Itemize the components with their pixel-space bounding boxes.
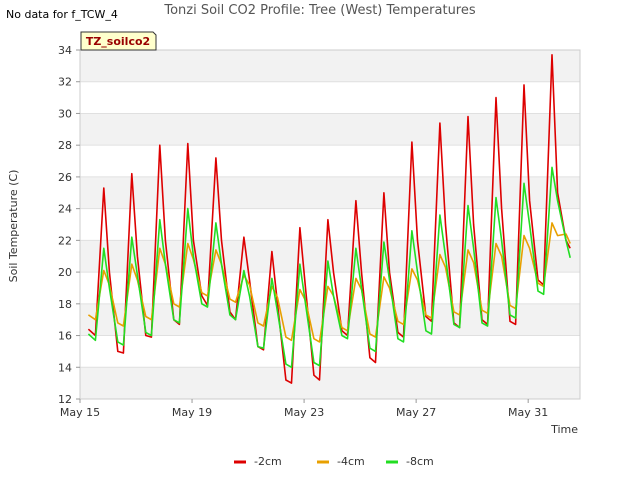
series-line-8cmcm <box>87 166 571 369</box>
x-tick-label: May 19 <box>172 406 212 419</box>
grid-band <box>80 303 580 336</box>
grid-band <box>80 367 580 399</box>
x-tick-label: May 15 <box>60 406 100 419</box>
series-line-2cmcm <box>87 54 571 384</box>
y-tick-label: 24 <box>58 203 72 216</box>
y-tick-label: 16 <box>58 330 72 343</box>
y-tick-label: 32 <box>58 76 72 89</box>
badge-box <box>80 31 157 51</box>
chart-title: Tonzi Soil CO2 Profile: Tree (West) Temp… <box>164 3 476 18</box>
series-line-4cmcm <box>87 222 571 343</box>
y-tick-label: 18 <box>58 298 72 311</box>
x-axis-label: Time <box>550 423 578 436</box>
gridlines <box>80 49 580 400</box>
grid-band <box>80 176 580 209</box>
badge-label: TZ_soilco2 <box>86 35 150 48</box>
x-tick-label: May 23 <box>284 406 324 419</box>
y-tick-label: 34 <box>58 44 72 57</box>
x-tick-label: May 27 <box>396 406 436 419</box>
y-tick-label: 12 <box>58 393 72 406</box>
grid-bands <box>80 50 580 399</box>
x-axis-ticks: May 15 May 19 May 23 May 27 May 31 <box>60 399 548 419</box>
legend-label: -4cm <box>337 455 365 468</box>
legend-label: -8cm <box>406 455 434 468</box>
y-tick-label: 30 <box>58 107 72 120</box>
y-tick-label: 20 <box>58 266 72 279</box>
no-data-note: No data for f_TCW_4 <box>6 8 118 21</box>
y-axis-ticks: 12 14 16 18 20 22 24 26 28 30 32 34 <box>58 44 80 406</box>
y-tick-label: 14 <box>58 361 72 374</box>
grid-band <box>80 50 580 82</box>
y-tick-label: 28 <box>58 139 72 152</box>
y-tick-label: 26 <box>58 171 72 184</box>
x-tick-label: May 31 <box>508 406 548 419</box>
legend: -2cm -4cm -8cm <box>234 455 434 468</box>
plot-frame <box>79 49 581 400</box>
badge: TZ_soilco2 <box>80 31 157 51</box>
legend-label: -2cm <box>254 455 282 468</box>
y-axis-label: Soil Temperature (C) <box>7 170 20 283</box>
y-tick-label: 22 <box>58 234 72 247</box>
series-lines <box>87 54 571 384</box>
grid-band <box>80 113 580 146</box>
